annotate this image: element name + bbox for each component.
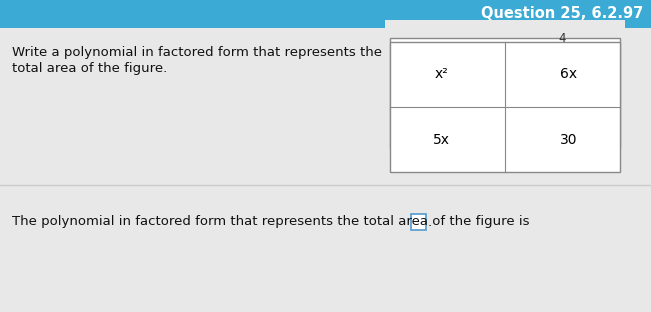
- Bar: [411, 214, 426, 230]
- Bar: [390, 38, 620, 148]
- Bar: [0, 0, 651, 28]
- Text: 6x: 6x: [560, 67, 577, 81]
- Bar: [385, 20, 625, 166]
- Text: .: .: [428, 216, 432, 228]
- Text: The polynomial in factored form that represents the total area of the figure is: The polynomial in factored form that rep…: [12, 216, 529, 228]
- Text: x²: x²: [435, 67, 449, 81]
- Text: 5x: 5x: [434, 133, 450, 147]
- Text: Question 25, 6.2.97: Question 25, 6.2.97: [480, 7, 643, 22]
- Text: 30: 30: [559, 133, 577, 147]
- Bar: [390, 42, 620, 172]
- Text: 4: 4: [559, 32, 566, 45]
- Text: Write a polynomial in factored form that represents the: Write a polynomial in factored form that…: [12, 46, 382, 59]
- Text: total area of the figure.: total area of the figure.: [12, 62, 167, 75]
